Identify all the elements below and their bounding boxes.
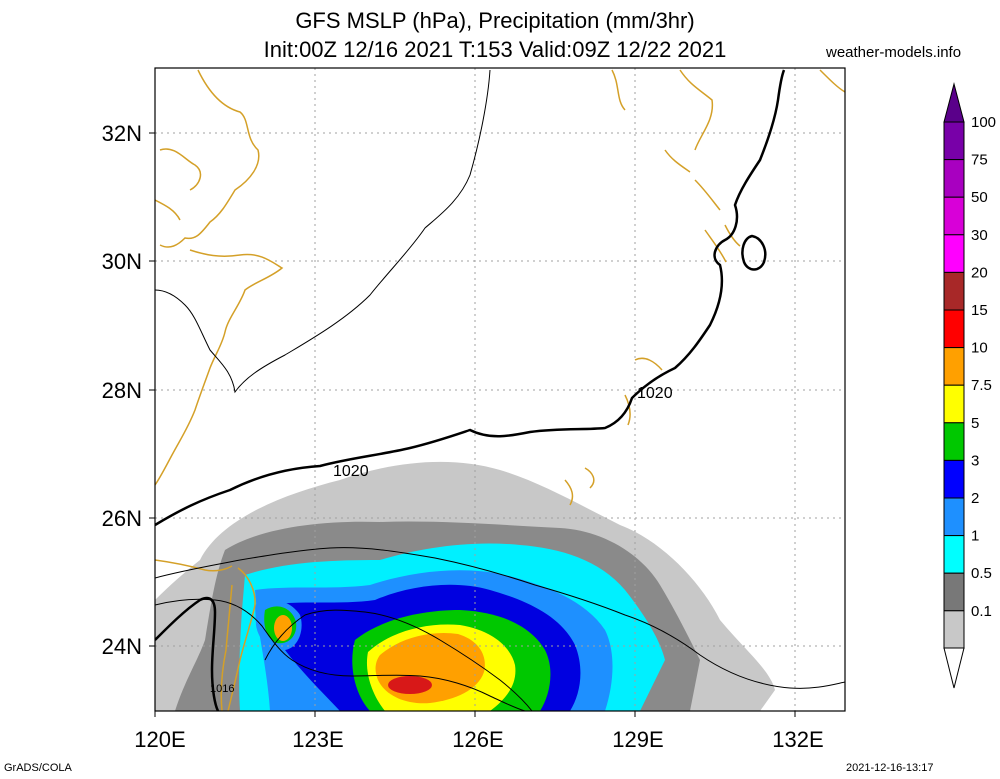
bay-detail [155, 148, 202, 221]
colorbar-bottom-arrow [943, 647, 965, 689]
footer-timestamp: 2021-12-16-13:17 [846, 762, 934, 774]
precip-15 [388, 676, 432, 694]
colorbar-label: 5 [971, 415, 979, 432]
isobar-1020-bold [155, 69, 786, 527]
korea-japan-coast [611, 69, 845, 263]
site-credit: weather-models.info [826, 44, 962, 61]
lat-label-24n: 24N [102, 634, 142, 659]
lon-label-126e: 126E [452, 727, 503, 752]
taiwan-coast [220, 567, 256, 711]
isobars [155, 69, 845, 711]
colorbar-swatch [943, 572, 965, 612]
map-subtitle: Init:00Z 12/16 2021 T:153 Valid:09Z 12/2… [263, 37, 727, 62]
colorbar-label: 0.5 [971, 565, 992, 582]
lon-label-123e: 123E [292, 727, 343, 752]
colorbar-swatches [943, 121, 965, 649]
colorbar-swatch [943, 234, 965, 273]
lon-label-132e: 132E [772, 727, 823, 752]
lat-label-30n: 30N [102, 249, 142, 274]
coastlines [155, 69, 845, 711]
lat-label-32n: 32N [102, 121, 142, 146]
colorbar-label: 0.1 [971, 603, 992, 620]
colorbar-label: 2 [971, 490, 979, 507]
lat-label-26n: 26N [102, 506, 142, 531]
isobar-1016-bold [155, 596, 220, 711]
isobar-thin-2 [155, 598, 526, 711]
map-content: 1020 1020 1016 [155, 68, 845, 711]
isobar-label-1020-west: 1020 [333, 463, 369, 480]
colorbar-label: 3 [971, 452, 979, 469]
isobar-thin-1 [155, 547, 845, 689]
isobar-label-1020-east: 1020 [637, 385, 673, 402]
colorbar-swatch [943, 384, 965, 424]
lon-label-129e: 129E [612, 727, 663, 752]
lat-label-28n: 28N [102, 378, 142, 403]
colorbar-swatch [943, 347, 965, 386]
colorbar-top-arrow [943, 82, 965, 123]
isobar-1020-closed [741, 234, 767, 271]
colorbar-label: 75 [971, 152, 988, 169]
axis-ticks [149, 132, 796, 717]
isobar-label-1016: 1016 [210, 683, 234, 695]
ryukyu-islands [564, 224, 741, 506]
colorbar: 100 75 50 30 20 15 10 7.5 5 3 2 1 0.5 0.1 [943, 82, 996, 689]
isobar-1016-thin [264, 609, 533, 711]
colorbar-swatch [943, 121, 965, 161]
colorbar-swatch [943, 422, 965, 461]
colorbar-label: 15 [971, 302, 988, 319]
china-coast [155, 69, 284, 486]
precipitation-field [155, 461, 775, 711]
colorbar-swatch [943, 535, 965, 574]
china-coast-south [155, 559, 233, 572]
colorbar-swatch [943, 271, 965, 311]
colorbar-label: 20 [971, 264, 988, 281]
colorbar-label: 100 [971, 114, 996, 131]
lon-label-120e: 120E [134, 727, 185, 752]
colorbar-label: 50 [971, 189, 988, 206]
footer-credit: GrADS/COLA [4, 762, 72, 774]
colorbar-label: 7.5 [971, 377, 992, 394]
colorbar-swatch [943, 610, 965, 649]
colorbar-swatch [943, 159, 965, 198]
colorbar-swatch [943, 497, 965, 537]
map-title: GFS MSLP (hPa), Precipitation (mm/3hr) [295, 8, 695, 33]
colorbar-label: 1 [971, 528, 979, 545]
precip-10-west [274, 615, 292, 641]
colorbar-swatch [943, 309, 965, 349]
isobar-thin-north [155, 69, 491, 394]
colorbar-swatch [943, 459, 965, 499]
colorbar-label: 30 [971, 227, 988, 244]
colorbar-swatch [943, 196, 965, 236]
colorbar-label: 10 [971, 340, 988, 357]
